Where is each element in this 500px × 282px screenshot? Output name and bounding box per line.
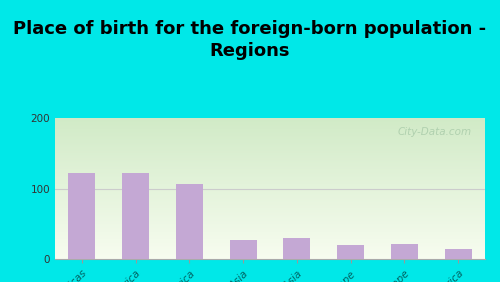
Bar [122, 173, 149, 259]
Bar [284, 238, 310, 259]
Bar [391, 244, 418, 259]
Bar [337, 245, 364, 259]
Bar [444, 249, 471, 259]
Bar [68, 173, 96, 259]
Bar [176, 184, 203, 259]
Text: Place of birth for the foreign-born population -
Regions: Place of birth for the foreign-born popu… [14, 20, 486, 60]
Text: City-Data.com: City-Data.com [398, 127, 472, 137]
Bar [230, 240, 256, 259]
